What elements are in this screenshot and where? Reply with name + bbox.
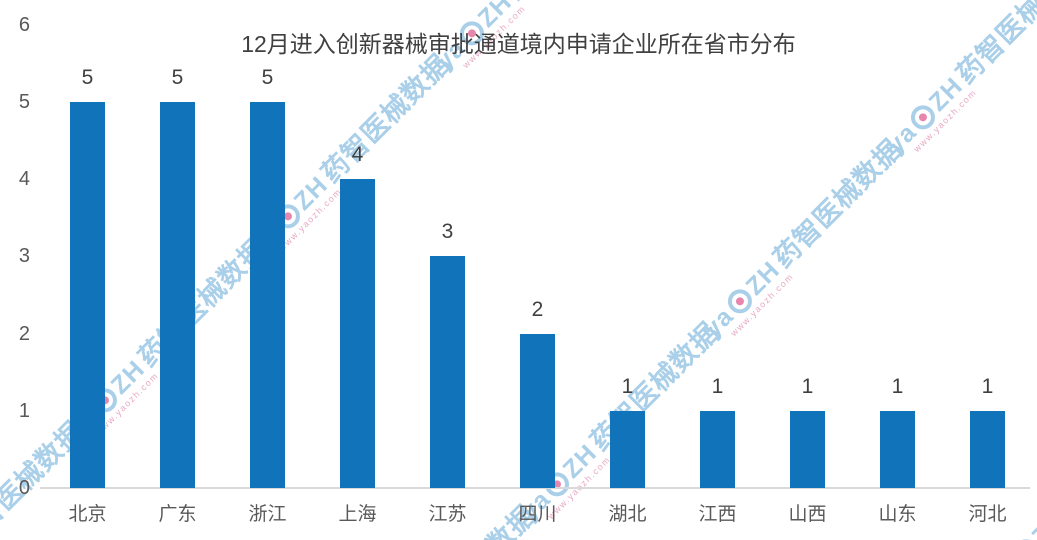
bar-value-label: 3 <box>441 220 454 244</box>
y-axis-tick-label: 2 <box>18 322 30 345</box>
bar <box>970 410 1005 488</box>
x-axis-label: 山东 <box>878 504 917 525</box>
bar <box>610 410 645 488</box>
bar-value-label: 1 <box>981 374 994 398</box>
bar <box>160 102 195 488</box>
x-axis-label: 上海 <box>338 504 377 525</box>
bar-value-label: 5 <box>171 66 184 90</box>
x-axis-label: 江西 <box>698 504 737 525</box>
x-axis-label: 广东 <box>158 504 197 525</box>
x-axis-label: 四川 <box>518 504 557 525</box>
bar-value-label: 1 <box>801 374 814 398</box>
bar-value-label: 5 <box>261 66 274 90</box>
bar <box>340 179 375 488</box>
y-axis-tick-label: 4 <box>18 168 30 191</box>
y-axis-tick-label: 5 <box>18 91 30 114</box>
bar-value-label: 1 <box>711 374 724 398</box>
x-axis-label: 河北 <box>968 504 1007 525</box>
y-axis-tick-label: 0 <box>18 477 30 499</box>
y-axis-tick-label: 1 <box>18 399 30 422</box>
x-axis-label: 江苏 <box>428 504 467 525</box>
watermark-cjk-text: 药智医械数据 <box>767 133 908 274</box>
bar-value-label: 5 <box>81 66 94 90</box>
bar <box>70 102 105 488</box>
x-axis-label: 浙江 <box>248 504 287 525</box>
bar <box>790 410 825 488</box>
bar-value-label: 4 <box>351 143 364 167</box>
bar-value-label: 1 <box>621 374 634 398</box>
bar-value-label: 2 <box>531 297 544 321</box>
bar <box>520 333 555 488</box>
x-axis-line <box>40 487 1030 489</box>
bar-value-label: 1 <box>891 374 904 398</box>
y-axis-tick-label: 6 <box>18 13 30 36</box>
watermark-o-dot-icon <box>734 295 746 308</box>
x-axis-label: 北京 <box>68 504 107 525</box>
y-axis-tick-label: 3 <box>18 245 30 268</box>
bar <box>700 410 735 488</box>
watermark-o-dot-icon <box>917 111 929 124</box>
watermark-latin-suffix: ZH <box>1026 505 1037 540</box>
bar <box>250 102 285 488</box>
x-axis-label: 山西 <box>788 504 827 525</box>
bar <box>430 256 465 488</box>
chart-title: 12月进入创新器械审批通道境内申请企业所在省市分布 <box>241 31 796 57</box>
bar <box>880 410 915 488</box>
x-axis-label: 湖北 <box>608 504 647 525</box>
